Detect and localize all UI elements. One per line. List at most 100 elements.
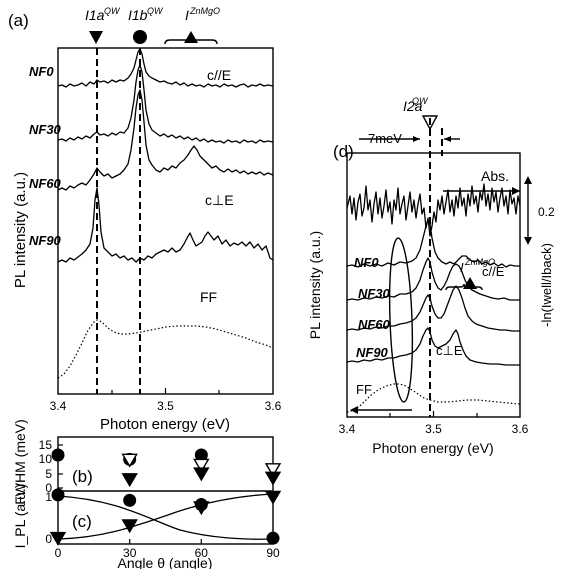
data-point-down-triangle [193, 501, 210, 516]
data-point-down-triangle [264, 471, 282, 486]
data-point-open-triangle [193, 458, 210, 473]
arrowhead-7mev-right [444, 136, 451, 142]
scale-bar-arrow-up [524, 176, 532, 184]
panel-b-label: (b) [72, 467, 93, 486]
data-point-down-triangle [121, 473, 138, 488]
panel-d-axes-frame [346, 152, 521, 418]
spectrum-d-nf0 [346, 219, 520, 268]
data-point-open-triangle [264, 463, 282, 478]
spectrum-ff [57, 319, 274, 379]
label-d-nf60: NF60 [358, 317, 391, 332]
label-c-perp-e: c⊥E [205, 192, 234, 208]
panel-c-xtick-label: 60 [195, 546, 209, 560]
label-abs: Abs. [481, 168, 509, 184]
panel-d-y2label: -ln(Iwell/Iback) [539, 243, 554, 327]
label-d-nf0: NF0 [354, 255, 379, 270]
data-point-down-triangle [264, 490, 282, 505]
peak-label-i1b-sup: QW [147, 6, 164, 16]
label-d-nf90: NF90 [356, 345, 389, 360]
spectrum-nf0 [57, 48, 274, 88]
panel-c-ytick-label: 0 [45, 532, 52, 546]
peak-label-i2a: I2a [403, 98, 423, 114]
scale-bar-arrow-down [524, 237, 532, 245]
spectrum-nf30 [57, 64, 274, 144]
label-nf60: NF60 [29, 176, 62, 191]
panel-a-label: (a) [8, 11, 29, 30]
panel-c-ylabel: I_PL (a.u.) [12, 484, 28, 549]
label-d-c-parallel-e: c//E [482, 264, 505, 279]
marker-circle-i1b [133, 30, 147, 44]
panel-b-ytick-label: 0 [45, 481, 52, 495]
panel-bc: 0 5 10 15 0 1 0 30 60 90 (b) (c) FWHM (m… [12, 419, 282, 569]
panel-d-xtick-label: 3.5 [425, 422, 442, 436]
spectrum-d-nf30 [346, 257, 520, 301]
panel-b-ytick-label: 15 [39, 438, 53, 452]
peak-label-znmgo: I [185, 7, 189, 23]
panel-bc-data-markers [49, 448, 282, 546]
panel-d-ylabel: PL intensity (a.u.) [307, 231, 323, 339]
label-ff: FF [200, 289, 217, 305]
panel-a-xtick-label: 3.5 [157, 399, 174, 413]
brace-znmgo-d [445, 283, 483, 291]
panel-a-xlabel: Photon energy (eV) [100, 416, 230, 433]
data-point-down-triangle [121, 519, 138, 534]
label-nf90: NF90 [29, 233, 62, 248]
arrowhead-7mev-left [413, 136, 420, 142]
data-point-down-triangle [193, 467, 210, 482]
panel-d-xtick-label: 3.6 [512, 422, 529, 436]
data-point-open-triangle [121, 453, 138, 468]
panel-c-label: (c) [72, 512, 92, 531]
panel-a-xtick-label: 3.6 [265, 399, 282, 413]
label-c-parallel-e: c//E [207, 67, 231, 83]
data-point-circle [51, 448, 65, 462]
marker-down-triangle-i1a [89, 31, 103, 44]
panel-d-label: (d) [333, 142, 354, 161]
panel-d-xtick-label: 3.4 [339, 422, 356, 436]
data-point-circle [194, 448, 208, 462]
spectrum-absorption [346, 183, 521, 237]
spectrum-d-nf60 [346, 285, 520, 332]
spectrum-nf90 [57, 187, 274, 263]
panel-a-ylabel: PL intensity (a.u.) [12, 172, 29, 288]
spectrum-d-nf90 [346, 327, 520, 366]
panel-c-ytick-label: 1 [45, 490, 52, 504]
panel-b-ytick-label: 10 [39, 452, 53, 466]
data-point-circle [51, 488, 65, 502]
peak-label-i1b: I1b [128, 7, 148, 23]
panel-b-ylabel: FWHM (meV) [12, 419, 28, 505]
peak-label-i2a-sup: QW [412, 96, 429, 106]
spectrum-nf60 [57, 89, 274, 191]
brace-znmgo [164, 35, 218, 45]
panel-d: (d) I2a QW 7meV Abs. 0.2 I ZnMgO [307, 96, 555, 456]
peak-label-i1a: I1a [85, 7, 105, 23]
panel-a: (a) I1a QW I1b QW I ZnMgO NF0 NF30 NF60 … [8, 6, 282, 433]
label-scale-0-2: 0.2 [538, 205, 555, 219]
spectrum-d-ff [346, 383, 521, 413]
panel-a-xtick-label: 3.4 [50, 399, 67, 413]
label-nf0: NF0 [29, 64, 54, 79]
marker-up-triangle-znmgo-d [463, 277, 477, 289]
panel-c-xtick-label: 30 [123, 546, 137, 560]
panel-c-xtick-label: 0 [55, 546, 62, 560]
label-znmgo: I [460, 260, 464, 275]
peak-label-znmgo-sup: ZnMgO [189, 6, 220, 16]
label-d-nf30: NF30 [358, 286, 391, 301]
panel-c-xtick-label: 90 [266, 546, 280, 560]
label-d-ff: FF [356, 382, 372, 397]
panel-b-ytick-label: 5 [45, 467, 52, 481]
panel-d-xlabel: Photon energy (eV) [372, 440, 493, 456]
data-point-circle [266, 531, 280, 545]
panel-a-axes-frame [57, 47, 274, 395]
label-d-c-perp-e: c⊥E [436, 343, 463, 358]
data-point-down-triangle [49, 531, 67, 546]
peak-label-i1a-sup: QW [104, 6, 121, 16]
data-point-circle [123, 493, 137, 507]
panel-c-fit-increasing [57, 493, 274, 540]
arrowhead-ff [350, 406, 358, 414]
ellipse-grouping [388, 237, 414, 403]
label-nf30: NF30 [29, 122, 62, 137]
panel-c-fit-decreasing [57, 495, 274, 540]
arrowhead-abs [512, 187, 520, 195]
panel-c-xlabel: Angle θ (angle) [118, 555, 213, 569]
